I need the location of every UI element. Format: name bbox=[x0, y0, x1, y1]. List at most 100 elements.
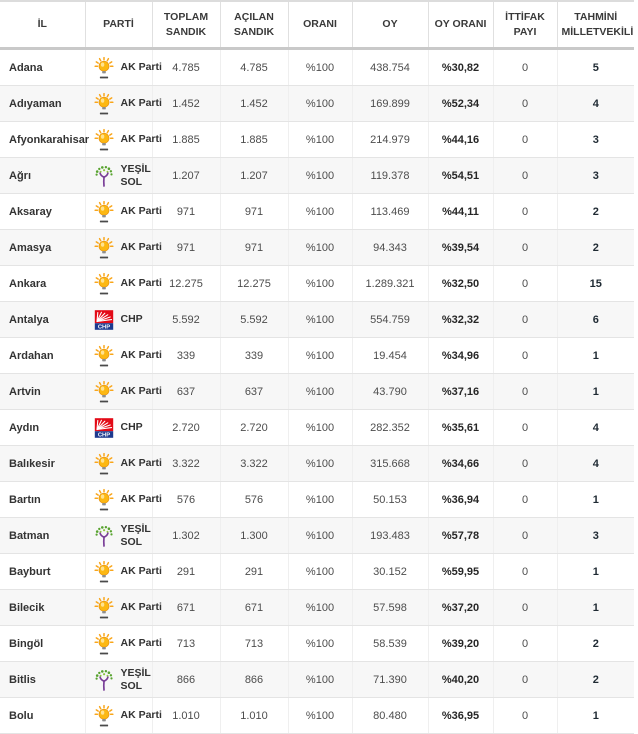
opened-ballot-boxes: 3.322 bbox=[219, 445, 288, 482]
opened-ratio: %100 bbox=[287, 301, 352, 338]
party-name: AK Parti bbox=[120, 133, 162, 146]
alliance-share: 0 bbox=[492, 301, 557, 338]
province-name: Bayburt bbox=[0, 553, 85, 590]
table-row: Bilecik AK Parti 671 671 %100 57.598 %37… bbox=[0, 589, 634, 626]
opened-ballot-boxes: 2.720 bbox=[219, 409, 288, 446]
votes: 438.754 bbox=[351, 48, 428, 86]
party-cell: AK Parti bbox=[84, 265, 162, 302]
opened-ballot-boxes: 971 bbox=[219, 193, 288, 230]
column-header-ittifak_payi: İTTİFAK PAYI bbox=[492, 1, 557, 50]
total-ballot-boxes: 291 bbox=[151, 553, 220, 590]
opened-ballot-boxes: 5.592 bbox=[219, 301, 288, 338]
vote-share: %37,16 bbox=[427, 373, 493, 410]
column-header-oy_orani: OY ORANI bbox=[427, 1, 493, 50]
alliance-share: 0 bbox=[492, 157, 557, 194]
alliance-share: 0 bbox=[492, 229, 557, 266]
ak-parti-logo bbox=[92, 380, 116, 404]
party-cell: AK Parti bbox=[84, 553, 162, 590]
province-name: Antalya bbox=[0, 301, 85, 338]
total-ballot-boxes: 3.322 bbox=[151, 445, 220, 482]
province-name: Bilecik bbox=[0, 589, 85, 626]
party-cell: AK Parti bbox=[84, 697, 162, 734]
chp-logo: CHP bbox=[92, 308, 116, 332]
table-row: Bingöl AK Parti 713 713 %100 58.539 %39,… bbox=[0, 625, 634, 662]
province-name: Bingöl bbox=[0, 625, 85, 662]
vote-share: %57,78 bbox=[427, 517, 493, 554]
votes: 58.539 bbox=[351, 625, 428, 662]
opened-ballot-boxes: 339 bbox=[219, 337, 288, 374]
province-name: Bartın bbox=[0, 481, 85, 518]
party-name: AK Parti bbox=[120, 349, 162, 362]
opened-ballot-boxes: 576 bbox=[219, 481, 288, 518]
opened-ratio: %100 bbox=[287, 445, 352, 482]
votes: 113.469 bbox=[351, 193, 428, 230]
ak-parti-logo bbox=[92, 452, 116, 476]
total-ballot-boxes: 971 bbox=[151, 193, 220, 230]
total-ballot-boxes: 637 bbox=[151, 373, 220, 410]
header-row: İL PARTİ TOPLAM SANDIK AÇILAN SANDIK ORANI OY… bbox=[0, 1, 634, 50]
vote-share: %34,66 bbox=[427, 445, 493, 482]
alliance-share: 0 bbox=[492, 85, 557, 122]
votes: 19.454 bbox=[351, 337, 428, 374]
province-name: Aydın bbox=[0, 409, 85, 446]
votes: 57.598 bbox=[351, 589, 428, 626]
total-ballot-boxes: 1.010 bbox=[151, 697, 220, 734]
party-name: AK Parti bbox=[120, 61, 162, 74]
province-name: Aksaray bbox=[0, 193, 85, 230]
party-cell: YEŞİL SOL bbox=[84, 157, 152, 194]
party-cell: AK Parti bbox=[84, 229, 162, 266]
table-row: Antalya CHP CHP 5.592 5.592 %100 554.759… bbox=[0, 301, 634, 338]
votes: 214.979 bbox=[351, 121, 428, 158]
vote-share: %54,51 bbox=[427, 157, 493, 194]
estimated-mps: 2 bbox=[556, 661, 634, 698]
column-header-acilan_sandik: AÇILAN SANDIK bbox=[219, 1, 288, 50]
estimated-mps: 3 bbox=[556, 121, 634, 158]
table-row: Aydın CHP CHP 2.720 2.720 %100 282.352 %… bbox=[0, 409, 634, 446]
votes: 50.153 bbox=[351, 481, 428, 518]
opened-ballot-boxes: 4.785 bbox=[219, 48, 288, 86]
party-name: YEŞİL SOL bbox=[120, 523, 151, 548]
alliance-share: 0 bbox=[492, 661, 557, 698]
party-cell: CHP CHP bbox=[84, 301, 152, 338]
total-ballot-boxes: 576 bbox=[151, 481, 220, 518]
column-header-toplam_sandik: TOPLAM SANDIK bbox=[151, 1, 220, 50]
province-name: Ardahan bbox=[0, 337, 85, 374]
opened-ratio: %100 bbox=[287, 517, 352, 554]
estimated-mps: 1 bbox=[556, 481, 634, 518]
ak-parti-logo bbox=[92, 560, 116, 584]
votes: 554.759 bbox=[351, 301, 428, 338]
total-ballot-boxes: 12.275 bbox=[151, 265, 220, 302]
ak-parti-logo bbox=[92, 92, 116, 116]
alliance-share: 0 bbox=[492, 697, 557, 734]
estimated-mps: 2 bbox=[556, 193, 634, 230]
vote-share: %40,20 bbox=[427, 661, 493, 698]
party-name: AK Parti bbox=[120, 241, 162, 254]
total-ballot-boxes: 1.452 bbox=[151, 85, 220, 122]
party-name: AK Parti bbox=[120, 205, 162, 218]
opened-ballot-boxes: 1.300 bbox=[219, 517, 288, 554]
alliance-share: 0 bbox=[492, 517, 557, 554]
party-cell: AK Parti bbox=[84, 625, 162, 662]
ak-parti-logo bbox=[92, 632, 116, 656]
opened-ratio: %100 bbox=[287, 193, 352, 230]
votes: 169.899 bbox=[351, 85, 428, 122]
alliance-share: 0 bbox=[492, 409, 557, 446]
table-row: Ankara AK Parti 12.275 12.275 %100 1.289… bbox=[0, 265, 634, 302]
alliance-share: 0 bbox=[492, 445, 557, 482]
party-cell: AK Parti bbox=[84, 121, 162, 158]
total-ballot-boxes: 2.720 bbox=[151, 409, 220, 446]
total-ballot-boxes: 866 bbox=[151, 661, 220, 698]
province-name: Artvin bbox=[0, 373, 85, 410]
estimated-mps: 1 bbox=[556, 697, 634, 734]
opened-ratio: %100 bbox=[287, 265, 352, 302]
opened-ratio: %100 bbox=[287, 85, 352, 122]
table-row: Amasya AK Parti 971 971 %100 94.343 %39,… bbox=[0, 229, 634, 266]
total-ballot-boxes: 713 bbox=[151, 625, 220, 662]
estimated-mps: 3 bbox=[556, 157, 634, 194]
vote-share: %30,82 bbox=[427, 48, 493, 86]
ak-parti-logo bbox=[92, 272, 116, 296]
alliance-share: 0 bbox=[492, 625, 557, 662]
opened-ratio: %100 bbox=[287, 337, 352, 374]
